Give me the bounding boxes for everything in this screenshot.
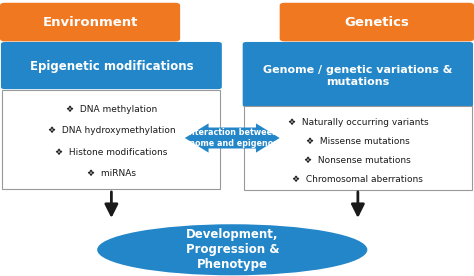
Text: Development,
Progression &
Phenotype: Development, Progression & Phenotype [185,228,279,271]
Text: Epigenetic modifications: Epigenetic modifications [29,60,193,73]
Text: ❖  Nonsense mutations: ❖ Nonsense mutations [304,156,411,165]
Text: Genetics: Genetics [345,16,409,29]
Text: ❖  DNA methylation: ❖ DNA methylation [66,105,157,113]
FancyBboxPatch shape [0,3,180,41]
FancyBboxPatch shape [244,106,472,190]
Text: Environment: Environment [42,16,138,29]
FancyBboxPatch shape [2,90,220,189]
Text: Interaction between
genome and epigenome: Interaction between genome and epigenome [178,128,287,148]
FancyBboxPatch shape [280,3,474,41]
FancyBboxPatch shape [1,42,222,89]
Text: ❖  Missense mutations: ❖ Missense mutations [306,137,410,146]
FancyBboxPatch shape [243,42,473,107]
Text: ❖  miRNAs: ❖ miRNAs [87,169,136,178]
Ellipse shape [97,224,367,275]
Polygon shape [185,123,280,153]
Text: ❖  Chromosomal aberrations: ❖ Chromosomal aberrations [292,175,423,184]
Text: ❖  Naturally occurring variants: ❖ Naturally occurring variants [288,118,428,127]
Text: ❖  Histone modifications: ❖ Histone modifications [55,148,168,156]
Text: Genome / genetic variations &
mutations: Genome / genetic variations & mutations [263,65,453,87]
Text: ❖  DNA hydroxymethylation: ❖ DNA hydroxymethylation [47,126,175,135]
